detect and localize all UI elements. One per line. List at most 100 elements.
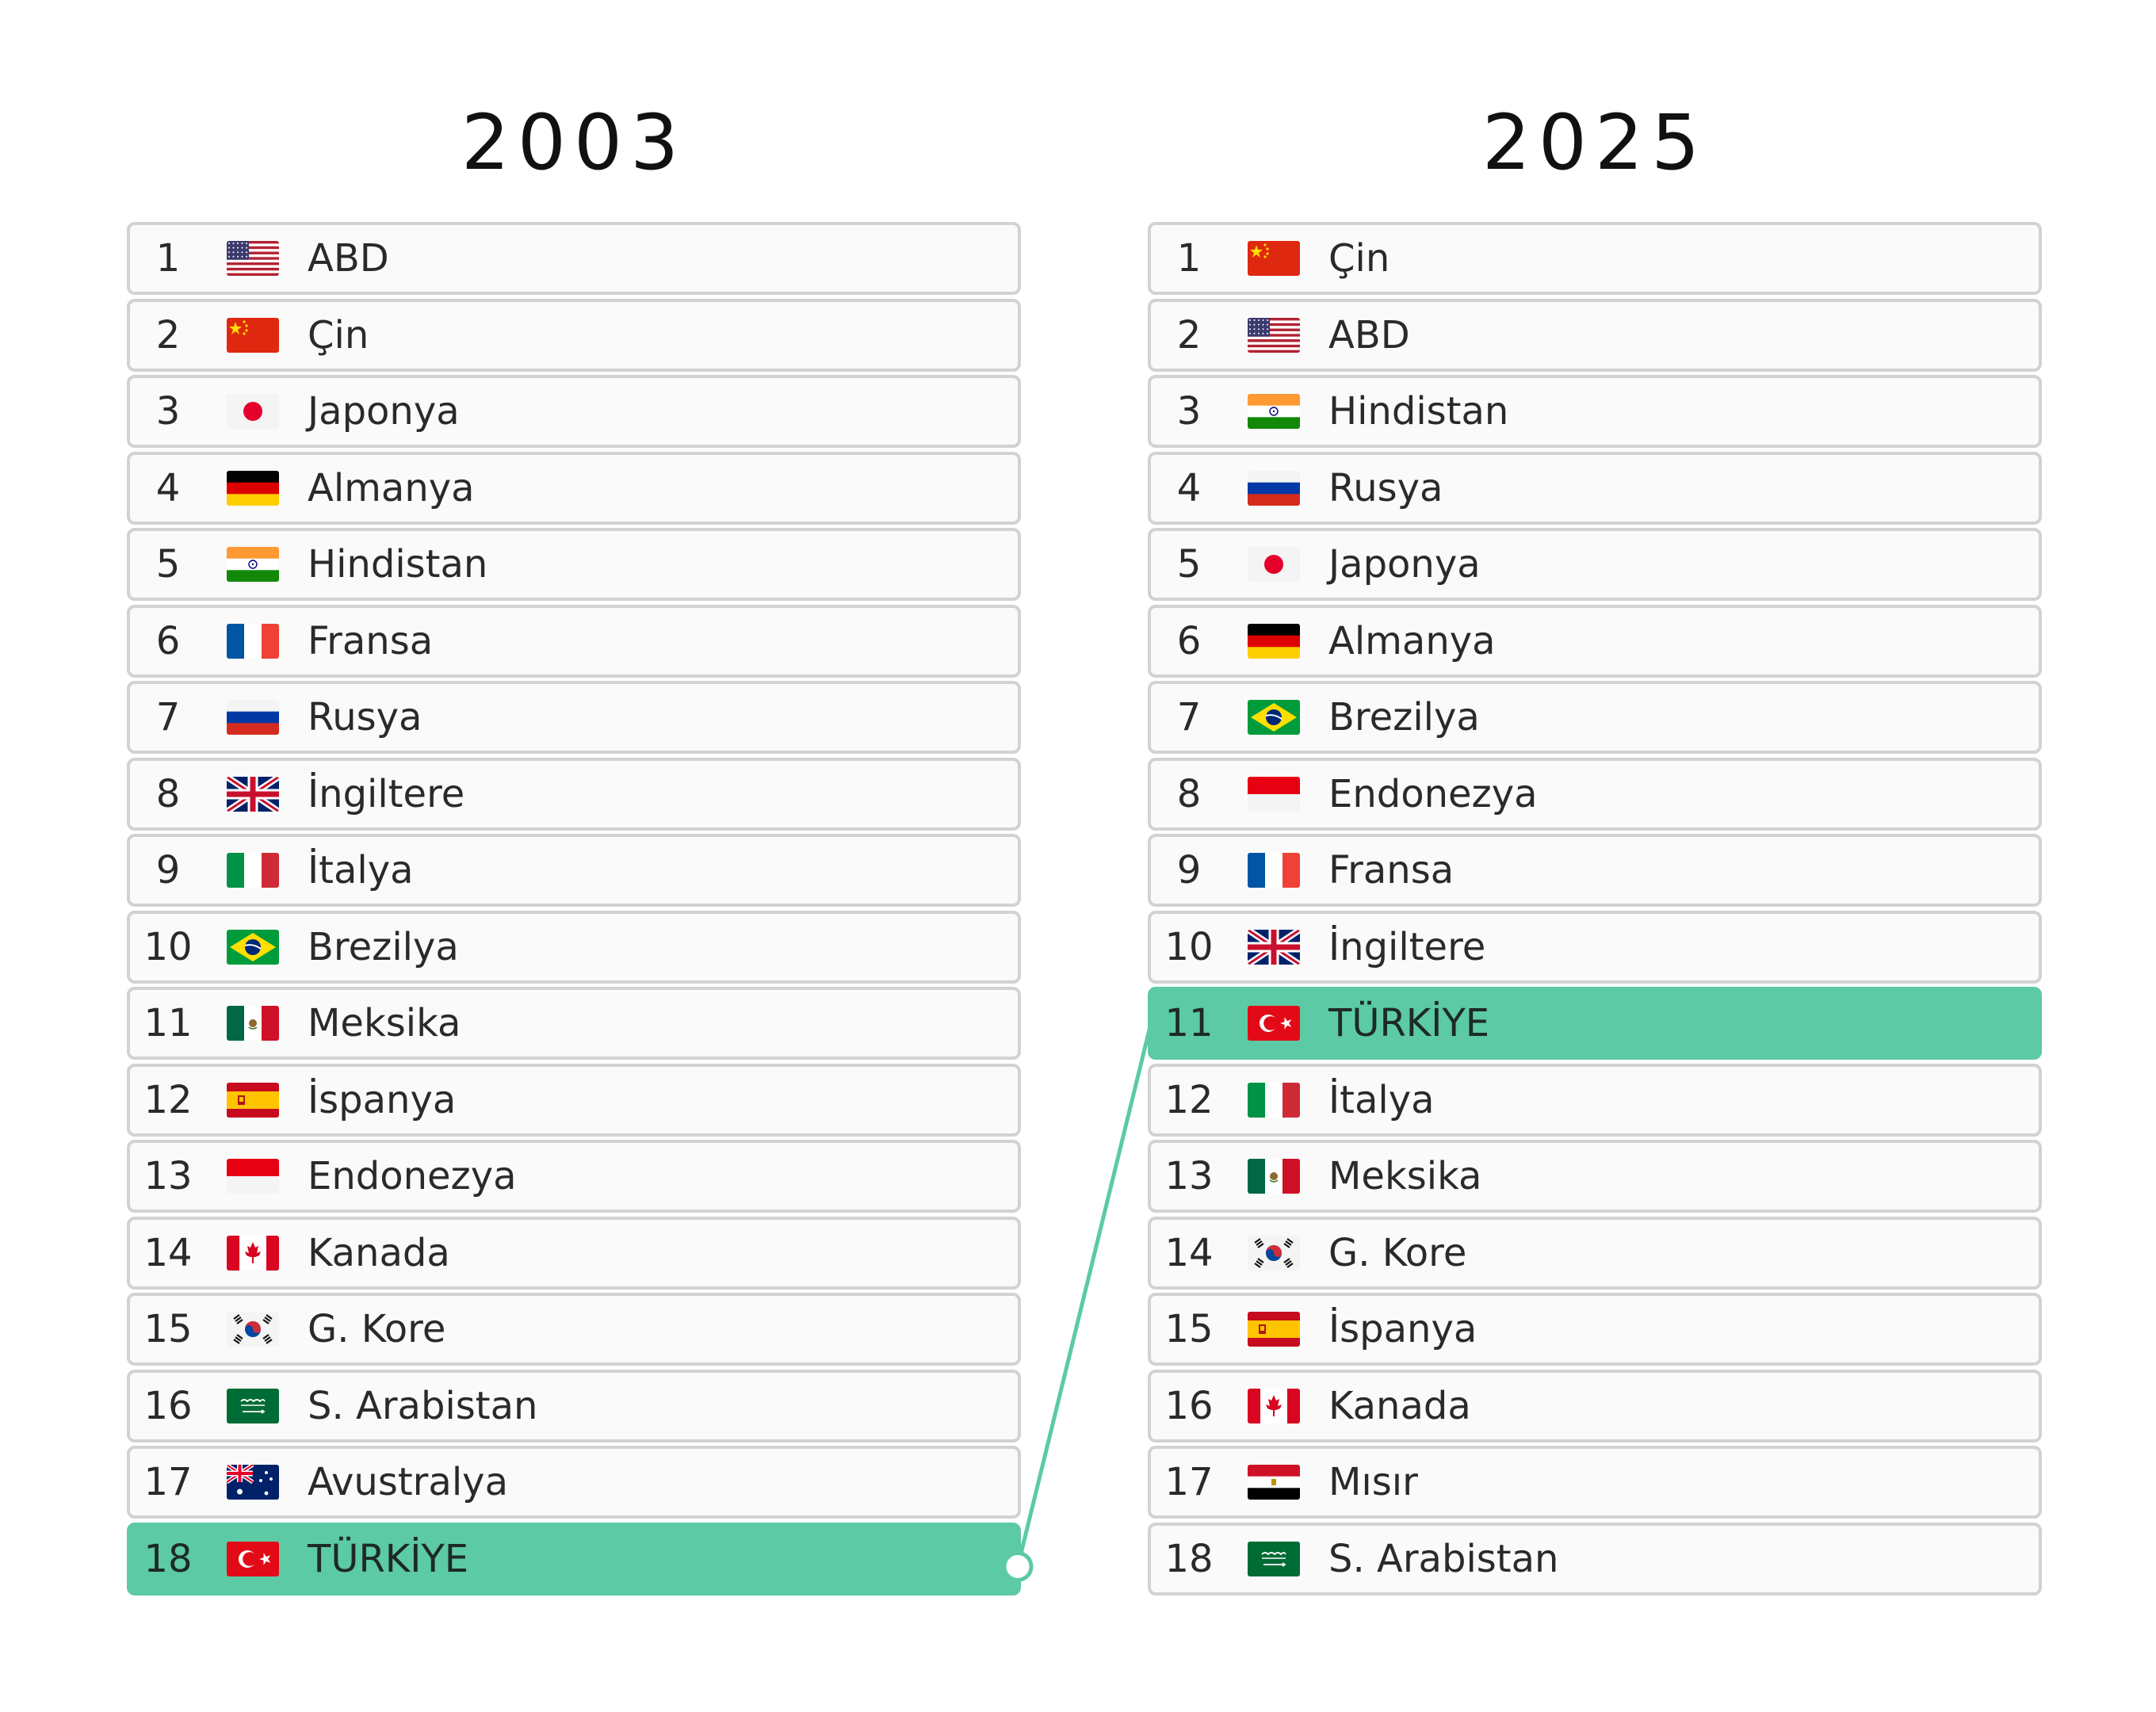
rank-number: 11: [1164, 1001, 1214, 1045]
rank-number: 2: [1176, 312, 1202, 357]
japan-flag-icon: [1248, 547, 1300, 582]
country-name: G. Kore: [308, 1307, 446, 1351]
japan-flag-icon: [227, 394, 279, 429]
left-row: 12 İspanya: [127, 1063, 1021, 1137]
india-flag-icon: [227, 547, 279, 582]
country-name: Çin: [1328, 236, 1390, 281]
right-row: 12 İtalya: [1148, 1063, 2042, 1137]
country-name: Japonya: [308, 389, 460, 434]
rank-number: 1: [1176, 236, 1202, 281]
country-name: İspanya: [308, 1077, 457, 1122]
turkey-flag-icon: [1248, 1006, 1300, 1041]
saudi-arabia-flag-icon: [1248, 1541, 1300, 1576]
country-name: Fransa: [308, 618, 434, 663]
rank-number: 3: [155, 389, 181, 434]
left-row: 5 Hindistan: [127, 528, 1021, 601]
country-name: İtalya: [308, 848, 414, 892]
country-name: Çin: [308, 312, 369, 357]
mexico-flag-icon: [1248, 1159, 1300, 1194]
rank-number: 15: [1164, 1307, 1214, 1351]
country-name: Japonya: [1328, 542, 1481, 587]
country-name: Almanya: [1328, 618, 1496, 663]
left-row: 18 TÜRKİYE: [127, 1522, 1021, 1595]
right-row: 4 Rusya: [1148, 451, 2042, 525]
right-row: 2 ABD: [1148, 298, 2042, 372]
indonesia-flag-icon: [227, 1159, 279, 1194]
rank-number: 1: [155, 236, 181, 281]
right-row: 14 G. Kore: [1148, 1216, 2042, 1290]
country-name: İngiltere: [308, 771, 465, 816]
brazil-flag-icon: [227, 929, 279, 965]
right-row: 6 Almanya: [1148, 604, 2042, 678]
rank-number: 13: [143, 1154, 193, 1198]
country-name: Meksika: [1328, 1154, 1482, 1198]
country-name: S. Arabistan: [1328, 1536, 1559, 1581]
rank-number: 6: [1176, 618, 1202, 663]
germany-flag-icon: [227, 470, 279, 506]
country-name: Hindistan: [1328, 389, 1509, 434]
country-name: Endonezya: [1328, 771, 1538, 816]
rank-number: 18: [143, 1536, 193, 1581]
uk-flag-icon: [227, 776, 279, 812]
country-name: Kanada: [308, 1230, 450, 1275]
country-name: Rusya: [1328, 465, 1443, 510]
country-name: Avustralya: [308, 1460, 508, 1504]
connector-start-dot: [1002, 1551, 1034, 1582]
rank-number: 17: [1164, 1460, 1214, 1504]
left-row: 8 İngiltere: [127, 757, 1021, 831]
right-row: 11 TÜRKİYE: [1148, 987, 2042, 1060]
rank-number: 15: [143, 1307, 193, 1351]
country-name: Fransa: [1328, 848, 1455, 892]
country-name: TÜRKİYE: [1328, 1001, 1490, 1045]
country-name: Kanada: [1328, 1383, 1471, 1428]
rank-number: 12: [1164, 1077, 1214, 1122]
country-name: ABD: [1328, 312, 1410, 357]
right-row: 18 S. Arabistan: [1148, 1522, 2042, 1595]
country-name: G. Kore: [1328, 1230, 1467, 1275]
left-row: 10 Brezilya: [127, 910, 1021, 984]
china-flag-icon: [227, 317, 279, 353]
left-row: 9 İtalya: [127, 834, 1021, 907]
country-name: ABD: [308, 236, 389, 281]
country-name: Brezilya: [308, 924, 459, 969]
left-row: 1 ABD: [127, 222, 1021, 295]
country-name: Almanya: [308, 465, 475, 510]
france-flag-icon: [1248, 853, 1300, 888]
rank-number: 10: [143, 924, 193, 969]
rank-number: 16: [143, 1383, 193, 1428]
china-flag-icon: [1248, 241, 1300, 276]
country-name: Endonezya: [308, 1154, 517, 1198]
uk-flag-icon: [1248, 929, 1300, 965]
rank-number: 3: [1176, 389, 1202, 434]
country-name: Mısır: [1328, 1460, 1418, 1504]
left-row: 7 Rusya: [127, 681, 1021, 754]
spain-flag-icon: [1248, 1312, 1300, 1347]
country-name: S. Arabistan: [308, 1383, 538, 1428]
brazil-flag-icon: [1248, 700, 1300, 735]
rank-number: 5: [155, 542, 181, 587]
right-row: 15 İspanya: [1148, 1293, 2042, 1366]
rank-number: 5: [1176, 542, 1202, 587]
canada-flag-icon: [1248, 1388, 1300, 1423]
spain-flag-icon: [227, 1082, 279, 1118]
rank-number: 14: [143, 1230, 193, 1275]
left-row: 13 Endonezya: [127, 1140, 1021, 1213]
right-row: 7 Brezilya: [1148, 681, 2042, 754]
right-row: 17 Mısır: [1148, 1446, 2042, 1519]
country-name: İngiltere: [1328, 924, 1486, 969]
right-row: 5 Japonya: [1148, 528, 2042, 601]
left-row: 6 Fransa: [127, 604, 1021, 678]
right-row: 16 Kanada: [1148, 1369, 2042, 1443]
russia-flag-icon: [1248, 470, 1300, 506]
rank-number: 16: [1164, 1383, 1214, 1428]
left-row: 17 Avustralya: [127, 1446, 1021, 1519]
left-row: 11 Meksika: [127, 987, 1021, 1060]
rank-number: 11: [143, 1001, 193, 1045]
italy-flag-icon: [1248, 1082, 1300, 1118]
left-row: 3 Japonya: [127, 375, 1021, 448]
right-row: 3 Hindistan: [1148, 375, 2042, 448]
rank-number: 7: [155, 695, 181, 739]
russia-flag-icon: [227, 700, 279, 735]
rank-number: 4: [1176, 465, 1202, 510]
rank-number: 13: [1164, 1154, 1214, 1198]
